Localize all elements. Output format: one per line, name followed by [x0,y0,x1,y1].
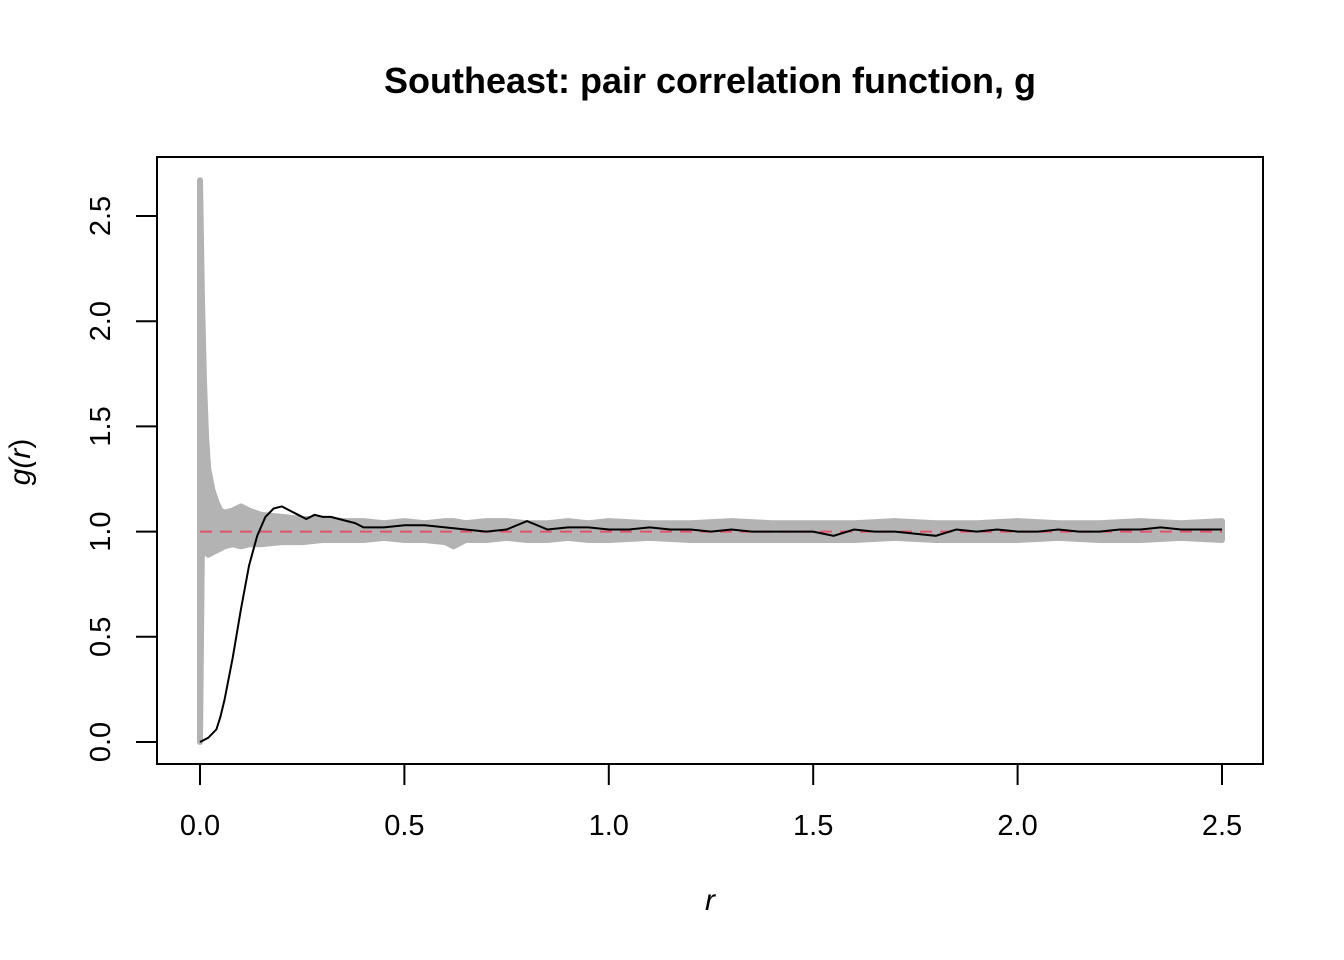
y-tick-label: 2.0 [85,301,117,341]
chart-title: Southeast: pair correlation function, g [384,60,1036,101]
y-tick-label: 1.5 [85,406,117,446]
y-tick-label: 0.0 [85,722,117,762]
observed-line [199,505,1222,743]
x-tick-label: 0.5 [384,810,424,842]
y-tick-label: 1.0 [85,511,117,551]
x-tick-label: 0.0 [180,810,220,842]
y-tick-label: 2.5 [85,196,117,236]
x-tick-label: 2.5 [1202,810,1242,842]
x-tick-label: 1.5 [793,810,833,842]
y-axis: 0.0 0.5 1.0 1.5 2.0 2.5 [85,196,158,762]
x-tick-label: 2.0 [997,810,1037,842]
y-axis-label: g(r) [4,439,37,486]
envelope-band [197,177,1225,745]
y-tick-label: 0.5 [85,617,117,657]
plot-area [197,177,1225,745]
x-axis-label: r [705,884,716,917]
y-axis-label-suffix: ) [4,439,37,449]
x-axis: 0.0 0.5 1.0 1.5 2.0 2.5 [180,763,1242,842]
x-tick-label: 1.0 [589,810,629,842]
plot-frame [156,156,1264,765]
y-axis-label-prefix: g( [4,456,37,486]
y-axis-label-var: r [4,448,37,459]
